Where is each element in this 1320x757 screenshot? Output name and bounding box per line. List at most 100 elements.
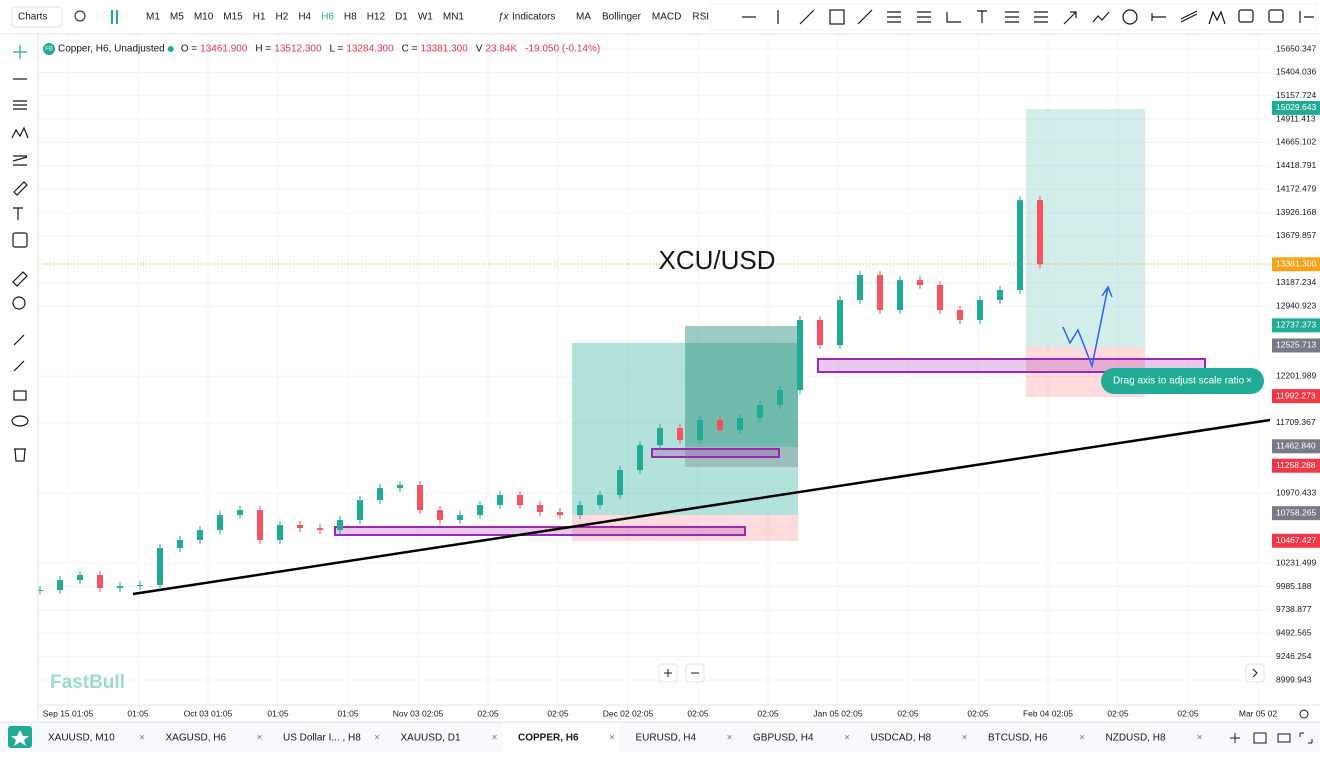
text[interactable] <box>977 10 987 23</box>
lock-drawing-tool[interactable] <box>13 360 25 372</box>
tab-label[interactable]: BTCUSD, H6 <box>988 733 1048 744</box>
price-label: 9985.188 <box>1276 581 1312 591</box>
candle <box>137 585 143 587</box>
price-label: 14172.479 <box>1276 183 1316 193</box>
study-button[interactable]: MACD <box>652 12 681 23</box>
ray[interactable] <box>1151 13 1166 21</box>
fib-tool[interactable] <box>13 100 27 110</box>
price-badge <box>1272 100 1320 115</box>
pattern-tool[interactable] <box>11 126 29 139</box>
tab-close[interactable]: × <box>139 733 145 744</box>
indicators-button[interactable]: Indicators <box>512 12 555 23</box>
settings-icon[interactable] <box>1299 709 1309 719</box>
note[interactable] <box>1238 9 1254 23</box>
price-label: 13679.857 <box>1276 230 1316 240</box>
text-tool[interactable] <box>13 207 23 220</box>
circle[interactable] <box>1122 9 1138 25</box>
fullscreen[interactable] <box>1299 732 1313 744</box>
rectangle[interactable] <box>829 9 845 25</box>
scroll-right[interactable] <box>1245 663 1265 683</box>
crosshair-tool[interactable] <box>13 45 27 59</box>
candle <box>417 485 423 511</box>
tab-label[interactable]: EURUSD, H4 <box>636 733 697 744</box>
timeframe[interactable]: W1 <box>418 12 433 23</box>
study-button[interactable]: MA <box>576 12 591 23</box>
tab-label[interactable]: USDCAD, H8 <box>871 733 932 744</box>
time-label: 02:05 <box>757 708 779 718</box>
channel-tool[interactable] <box>12 155 28 166</box>
scroll-icon <box>1252 668 1258 678</box>
timeframe[interactable]: H4 <box>298 12 311 23</box>
brush-tool[interactable] <box>13 181 28 196</box>
timeframe[interactable]: M10 <box>194 12 214 23</box>
fib[interactable] <box>887 11 901 23</box>
tooltip-close[interactable]: × <box>1246 376 1252 387</box>
tab-close[interactable]: × <box>374 733 380 744</box>
pattern[interactable] <box>1208 10 1226 25</box>
lock-tool[interactable] <box>13 390 27 401</box>
timeframe[interactable]: D1 <box>395 12 408 23</box>
polyline[interactable] <box>1092 11 1110 23</box>
study-button[interactable]: RSI <box>692 12 709 23</box>
search-icon[interactable] <box>74 10 86 22</box>
price-axis-bg[interactable] <box>1270 34 1320 705</box>
timeframe[interactable]: H8 <box>344 12 357 23</box>
tab-close[interactable]: × <box>257 733 263 744</box>
brush[interactable] <box>857 9 873 25</box>
price-badge-label: 13381.300 <box>1276 259 1316 269</box>
parallel[interactable] <box>1180 10 1198 23</box>
tab-label[interactable]: COPPER, H6 <box>518 733 579 744</box>
tab-close[interactable]: × <box>492 733 498 744</box>
regression[interactable] <box>1034 11 1048 23</box>
charts-menu[interactable]: Charts <box>18 12 47 23</box>
layout[interactable] <box>1253 732 1267 744</box>
tab-label[interactable]: XAUUSD, D1 <box>401 733 461 744</box>
price-note[interactable] <box>1268 9 1284 23</box>
zoom-tool[interactable] <box>12 296 26 310</box>
emoji-tool[interactable] <box>12 232 28 248</box>
trendline[interactable] <box>799 9 815 25</box>
timeframe[interactable]: M1 <box>146 12 160 23</box>
tab-label[interactable]: US Dollar I... , H8 <box>283 733 361 744</box>
visibility-tool[interactable] <box>11 415 29 427</box>
timeframe[interactable]: H2 <box>276 12 289 23</box>
channel[interactable] <box>1005 11 1019 23</box>
delete-tool[interactable] <box>14 448 26 462</box>
ruler-tool[interactable] <box>12 271 28 287</box>
price-badge <box>1272 439 1320 454</box>
arrow[interactable] <box>1063 11 1077 25</box>
price-badge <box>1272 318 1320 333</box>
tab-label[interactable]: XAGUSD, H6 <box>166 733 227 744</box>
chart-type-icon[interactable] <box>111 10 118 24</box>
timeframe[interactable]: M15 <box>223 12 243 23</box>
timeframe[interactable]: H1 <box>253 12 266 23</box>
add-tab[interactable] <box>1230 733 1240 743</box>
magnet-tool[interactable] <box>13 334 25 346</box>
candle <box>177 540 183 549</box>
tab-close[interactable]: × <box>1079 733 1085 744</box>
tab-label[interactable]: GBPUSD, H4 <box>753 733 814 744</box>
charts-menu-box[interactable] <box>11 6 63 28</box>
timeframe[interactable]: H12 <box>367 12 386 23</box>
tab-label[interactable]: NZDUSD, H8 <box>1106 733 1166 744</box>
tab-close[interactable]: × <box>1197 733 1203 744</box>
price-label: 8999.943 <box>1276 674 1312 684</box>
tab-close[interactable]: × <box>844 733 850 744</box>
price-badge <box>1272 533 1320 548</box>
window[interactable] <box>1277 733 1291 743</box>
ohlc-value: 13512.300 <box>274 44 322 55</box>
timeframe[interactable]: M5 <box>170 12 184 23</box>
study-button[interactable]: Bollinger <box>602 12 642 23</box>
timeframe[interactable]: H6 <box>321 12 334 23</box>
timeframe[interactable]: MN1 <box>443 12 465 23</box>
tab-close[interactable]: × <box>609 733 615 744</box>
price-label: 10970.433 <box>1276 487 1316 497</box>
candle <box>537 505 543 513</box>
tab-close[interactable]: × <box>962 733 968 744</box>
tab-close[interactable]: × <box>727 733 733 744</box>
tab-label[interactable]: XAUUSD, M10 <box>48 733 115 744</box>
collapse[interactable] <box>1299 11 1314 23</box>
ohlc-label: V <box>476 44 483 55</box>
pitchfork[interactable] <box>946 12 961 23</box>
gann[interactable] <box>917 11 931 23</box>
